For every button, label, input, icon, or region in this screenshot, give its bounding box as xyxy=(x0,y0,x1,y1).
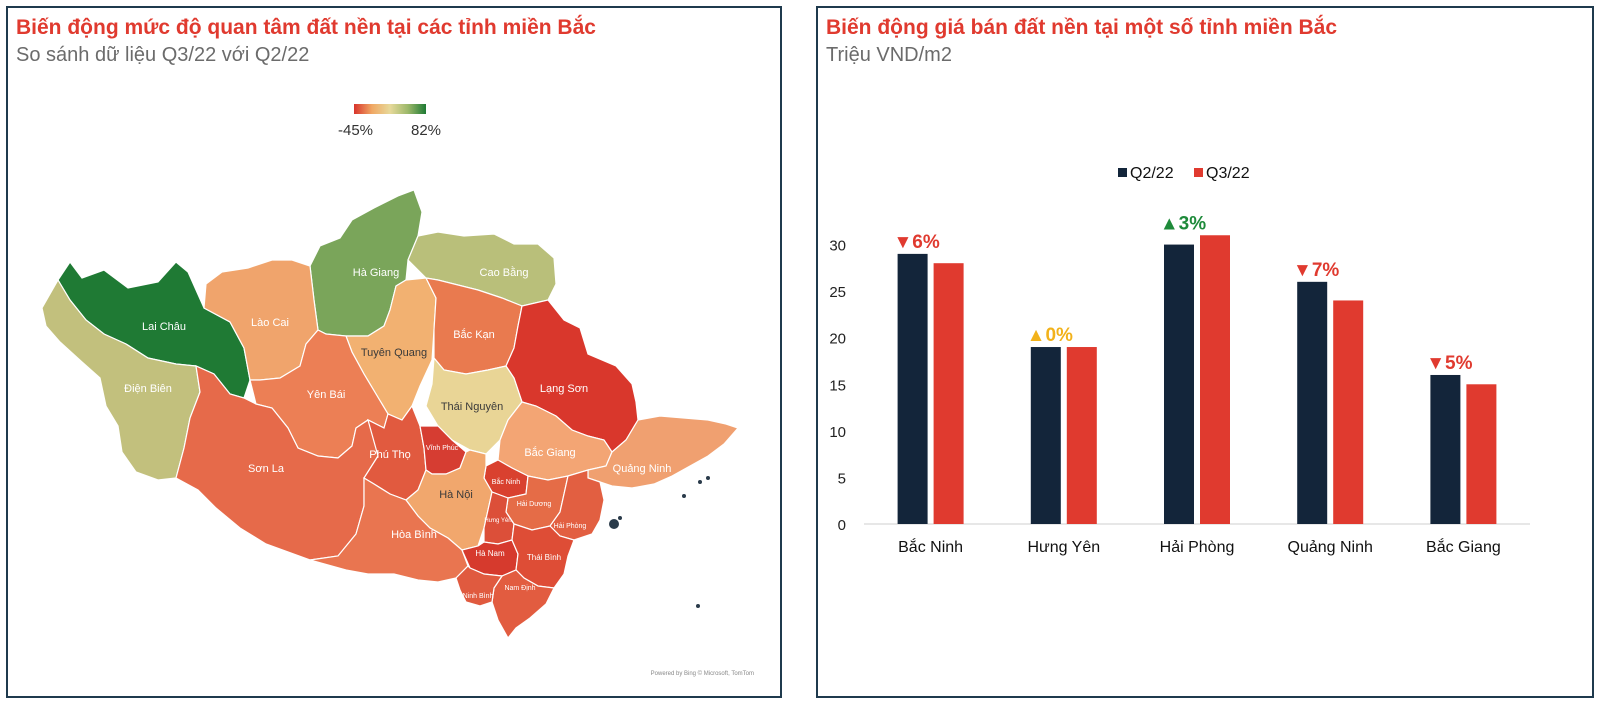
y-tick-label: 10 xyxy=(829,424,846,441)
change-annotation: ▼6% xyxy=(893,232,939,253)
legend-swatch-q2-22 xyxy=(1118,168,1127,177)
chart-panel: Biến động giá bán đất nền tại một số tỉn… xyxy=(816,6,1594,698)
color-scale-min: -45% xyxy=(338,122,374,139)
island-dot xyxy=(698,480,702,484)
province-label-phu-tho: Phú Thọ xyxy=(369,449,410,461)
province-label-lai-chau: Lai Châu xyxy=(142,321,186,333)
bar-q3-22-hai-phong xyxy=(1200,235,1230,524)
province-map: Hà Giang Cao Bằng Lai Châu Lào Cai Điện Biên… xyxy=(41,189,740,640)
map-title: Biến động mức độ quan tâm đất nền tại cá… xyxy=(16,16,596,39)
bar-q3-22-bac-ninh xyxy=(933,263,964,524)
map-panel: Biến động mức độ quan tâm đất nền tại cá… xyxy=(6,6,782,698)
island-dot xyxy=(682,494,686,498)
y-tick-label: 25 xyxy=(829,284,846,301)
province-label-nam-dinh: Nam Định xyxy=(504,585,535,592)
island-dot xyxy=(706,476,710,480)
province-label-bac-kan: Bắc Kạn xyxy=(453,328,495,341)
province-label-hoa-binh: Hòa Bình xyxy=(391,529,437,541)
island-dot xyxy=(696,604,700,608)
x-tick-label: Bắc Ninh xyxy=(898,537,963,556)
change-annotation: ▼5% xyxy=(1426,353,1472,374)
province-label-quang-ninh: Quảng Ninh xyxy=(613,463,672,475)
province-label-yen-bai: Yên Bái xyxy=(307,389,346,401)
change-annotation: ▼7% xyxy=(1293,260,1339,281)
province-label-lao-cai: Lào Cai xyxy=(251,317,289,329)
province-son-la xyxy=(175,365,385,561)
x-tick-label: Hải Phòng xyxy=(1160,539,1235,556)
map-credit: Powered by Bing © Microsoft, TomTom xyxy=(650,671,754,677)
island-dot xyxy=(609,519,619,529)
province-label-hung-yen: Hưng Yên xyxy=(484,518,511,524)
x-tick-label: Hưng Yên xyxy=(1027,539,1100,556)
change-annotation: ▲3% xyxy=(1160,213,1206,234)
y-tick-label: 15 xyxy=(829,377,846,394)
change-annotation: ▲0% xyxy=(1027,325,1073,346)
bar-q2-22-hai-phong xyxy=(1164,244,1194,525)
province-label-bac-giang: Bắc Giang xyxy=(524,446,575,459)
bar-q3-22-quang-ninh xyxy=(1333,300,1364,524)
color-scale-max: 82% xyxy=(411,122,442,139)
province-ninh-binh xyxy=(455,565,504,607)
bar-chart: 0 5 10 15 20 25 30 Bắc Ninh ▼6% Hưng Yên ▲0% Hải Ph… xyxy=(829,165,1530,556)
province-label-thai-nguyen: Thái Nguyên xyxy=(441,401,503,413)
province-label-cao-bang: Cao Bằng xyxy=(480,266,529,279)
bar-q2-22-bac-giang xyxy=(1430,374,1461,524)
province-hai-phong xyxy=(549,469,605,541)
legend-label-q3-22: Q3/22 xyxy=(1206,165,1250,182)
bar-q3-22-bac-giang xyxy=(1466,384,1497,524)
province-label-hai-duong: Hải Dương xyxy=(517,501,552,508)
bar-q2-22-bac-ninh xyxy=(897,253,928,524)
province-label-thai-binh: Thái Bình xyxy=(527,553,561,562)
province-label-vinh-phuc: Vĩnh Phúc xyxy=(426,445,459,452)
bar-q2-22-hung-yen xyxy=(1030,347,1061,524)
province-hoa-binh xyxy=(309,476,469,583)
color-scale-bar xyxy=(354,104,426,114)
province-label-hai-phong: Hải Phòng xyxy=(554,523,587,530)
province-label-tuyen-quang: Tuyên Quang xyxy=(361,347,427,359)
chart-subtitle: Triệu VND/m2 xyxy=(826,44,952,66)
province-label-ninh-binh: Ninh Bình xyxy=(463,593,494,600)
y-tick-label: 5 xyxy=(838,470,846,487)
island-dot xyxy=(618,516,622,520)
bar-q3-22-hung-yen xyxy=(1066,347,1097,524)
province-label-dien-bien: Điện Biên xyxy=(124,383,172,395)
province-label-ha-noi: Hà Nội xyxy=(439,489,473,501)
province-label-ha-nam: Hà Nam xyxy=(475,549,505,558)
y-tick-label: 30 xyxy=(829,238,846,255)
province-label-bac-ninh: Bắc Ninh xyxy=(492,477,521,486)
y-tick-label: 0 xyxy=(838,517,846,534)
province-label-ha-giang: Hà Giang xyxy=(353,267,399,279)
chart-title: Biến động giá bán đất nền tại một số tỉn… xyxy=(826,16,1338,39)
province-label-son-la: Sơn La xyxy=(248,463,285,475)
y-tick-label: 20 xyxy=(829,331,846,348)
legend-swatch-q3-22 xyxy=(1194,168,1203,177)
x-tick-label: Bắc Giang xyxy=(1426,537,1501,556)
x-tick-label: Quảng Ninh xyxy=(1288,539,1373,556)
province-label-lang-son: Lạng Sơn xyxy=(540,383,588,395)
legend-label-q2-22: Q2/22 xyxy=(1130,165,1174,182)
bar-q2-22-quang-ninh xyxy=(1297,281,1328,524)
map-subtitle: So sánh dữ liệu Q3/22 với Q2/22 xyxy=(16,44,310,66)
